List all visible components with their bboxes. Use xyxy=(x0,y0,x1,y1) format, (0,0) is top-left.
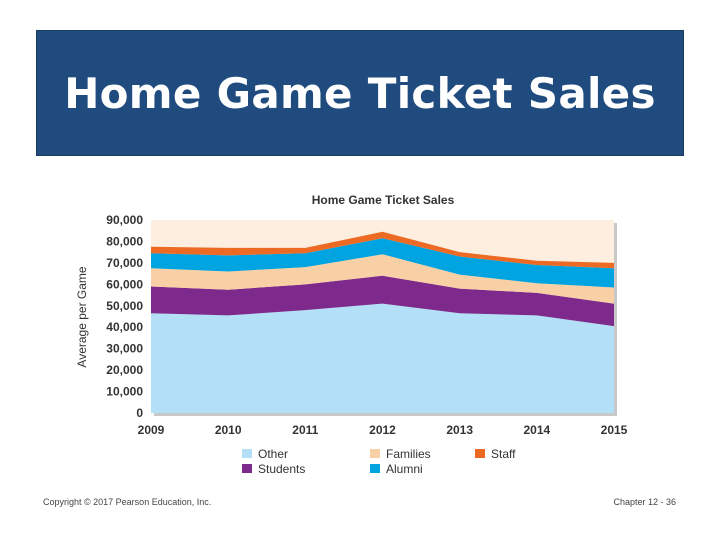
x-tick-label: 2015 xyxy=(601,423,628,437)
legend-label: Staff xyxy=(491,447,516,461)
y-tick-label: 30,000 xyxy=(106,342,143,356)
legend-swatch xyxy=(370,464,380,473)
area-families xyxy=(151,254,614,304)
chart-title: Home Game Ticket Sales xyxy=(312,193,455,207)
y-tick-label: 10,000 xyxy=(106,385,143,399)
legend-item-staff: Staff xyxy=(475,447,516,461)
y-tick-label: 90,000 xyxy=(106,213,143,227)
y-tick-label: 40,000 xyxy=(106,320,143,334)
legend-label: Alumni xyxy=(386,462,423,476)
legend-label: Families xyxy=(386,447,431,461)
legend-swatch xyxy=(370,449,380,458)
area-other xyxy=(151,303,614,413)
legend-item-families: Families xyxy=(370,447,431,461)
slide-title: Home Game Ticket Sales xyxy=(64,68,656,118)
y-tick-label: 60,000 xyxy=(106,277,143,291)
legend-swatch xyxy=(475,449,485,458)
y-tick-label: 80,000 xyxy=(106,234,143,248)
x-tick-label: 2013 xyxy=(446,423,473,437)
y-tick-label: 20,000 xyxy=(106,363,143,377)
legend-swatch xyxy=(242,449,252,458)
legend-label: Other xyxy=(258,447,288,461)
x-tick-label: 2014 xyxy=(523,423,550,437)
x-tick-label: 2010 xyxy=(215,423,242,437)
legend-swatch xyxy=(242,464,252,473)
area-students xyxy=(151,275,614,327)
page-number: Chapter 12 - 36 xyxy=(613,497,676,507)
title-banner: Home Game Ticket Sales xyxy=(36,30,684,156)
x-tick-label: 2009 xyxy=(138,423,165,437)
legend-item-students: Students xyxy=(242,462,305,476)
y-tick-label: 50,000 xyxy=(106,299,143,313)
y-tick-label: 70,000 xyxy=(106,256,143,270)
x-tick-label: 2012 xyxy=(369,423,396,437)
copyright-text: Copyright © 2017 Pearson Education, Inc. xyxy=(43,497,212,507)
x-tick-label: 2011 xyxy=(292,423,318,437)
y-axis-label: Average per Game xyxy=(75,266,89,367)
area-alumni xyxy=(151,238,614,288)
legend-label: Students xyxy=(258,462,305,476)
legend-item-other: Other xyxy=(242,447,288,461)
y-tick-label: 0 xyxy=(136,406,143,420)
area-staff xyxy=(151,231,614,269)
legend-item-alumni: Alumni xyxy=(370,462,423,476)
